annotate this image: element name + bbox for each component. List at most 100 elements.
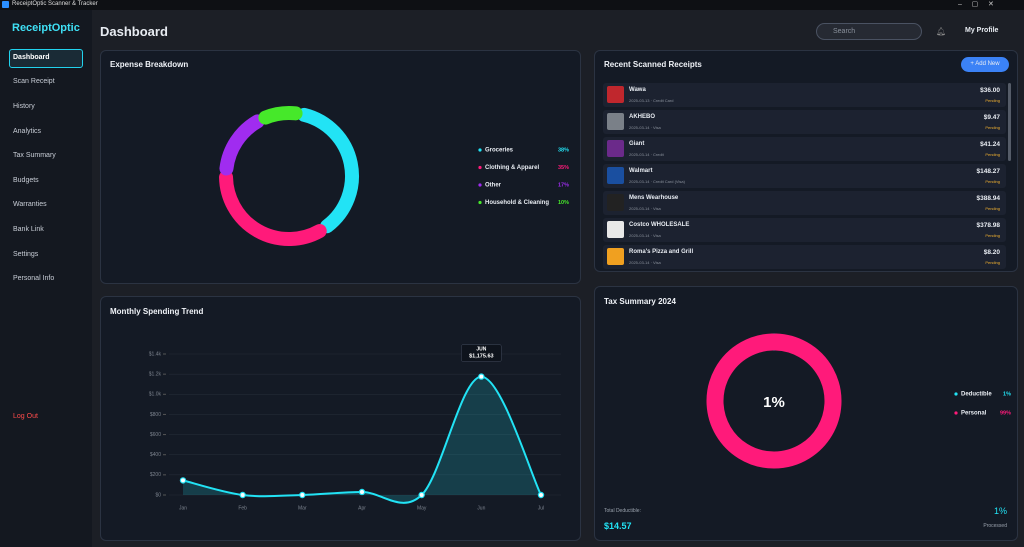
area	[183, 376, 541, 503]
receipt-details: 2025-03-14 · Visa	[629, 233, 661, 238]
line	[182, 375, 542, 504]
receipt-row[interactable]: Roma's Pizza and Grill 2025-03-14 · Visa $…	[603, 245, 1006, 269]
status: Pending	[985, 206, 1000, 211]
receipt-row[interactable]: Costco WHOLESALE 2025-03-14 · Visa $378.98…	[603, 218, 1006, 242]
donut-segment	[219, 114, 265, 176]
legend-dot	[478, 165, 482, 170]
store-logo	[607, 113, 624, 130]
receipts-card: Recent Scanned Receipts + Add New Wawa 20…	[594, 50, 1018, 272]
card-title: Recent Scanned Receipts	[604, 60, 702, 69]
legend-label: Personal	[961, 411, 987, 417]
store-logo	[607, 221, 624, 238]
profile[interactable]: My Profile	[965, 27, 999, 34]
trend-card: Monthly Spending Trend $0 $200 $400 $600 $80…	[100, 296, 581, 541]
receipt-row[interactable]: Walmart 2025-03-14 · Credit Card (Visa) $1…	[603, 164, 1006, 188]
status: Pending	[985, 260, 1000, 265]
status: Pending	[985, 125, 1000, 130]
amount: $8.20	[983, 249, 1000, 256]
amount: $9.47	[983, 114, 1000, 121]
legend-label: Groceries	[485, 148, 514, 154]
card-title: Monthly Spending Trend	[110, 307, 204, 316]
title-bar: ReceiptOptic Scanner & Tracker – ▢ ✕	[0, 0, 1024, 10]
point	[239, 491, 246, 499]
store-name: Walmart	[629, 168, 653, 174]
nav-item[interactable]: Analytics	[13, 128, 42, 135]
brand: ReceiptOptic	[12, 22, 80, 34]
store-logo	[607, 86, 624, 103]
receipt-row[interactable]: AKHEBO 2025-03-14 · Visa $9.47 Pending	[603, 110, 1006, 134]
y-tick-label: $200	[150, 472, 161, 478]
x-tick-label: Jul	[538, 505, 544, 511]
x-tick-label: May	[417, 505, 427, 511]
scrollbar[interactable]	[1008, 83, 1011, 161]
amount: $36.00	[980, 87, 1000, 94]
store-logo	[607, 140, 624, 157]
nav-active	[9, 49, 83, 68]
point	[418, 491, 425, 499]
nav-item[interactable]: Budgets	[13, 177, 39, 184]
receipt-list: Wawa 2025-03-13 · Credit Card $36.00 Pendin…	[603, 83, 1006, 271]
nav-item[interactable]: Scan Receipt	[13, 78, 55, 85]
legend-label: Household & Cleaning	[485, 200, 549, 206]
legend-value: 10%	[558, 200, 569, 206]
point	[179, 477, 187, 484]
search[interactable]: Search	[816, 23, 922, 40]
amount: $378.98	[976, 222, 1001, 229]
add-new-button[interactable]: + Add New	[961, 57, 1009, 72]
legend-value: 17%	[558, 182, 569, 188]
nav-item[interactable]: History	[13, 103, 35, 110]
card-title: Tax Summary 2024	[604, 297, 676, 306]
x-tick-label: Jan	[179, 505, 187, 511]
store-logo	[607, 167, 624, 184]
center-label: 1%	[763, 394, 785, 411]
receipt-row[interactable]: Wawa 2025-03-13 · Credit Card $36.00 Pendin…	[603, 83, 1006, 107]
amount: $148.27	[976, 168, 1001, 175]
amount: $388.94	[976, 195, 1001, 202]
store-name: Wawa	[629, 87, 646, 93]
legend-dot	[954, 392, 958, 396]
store-name: Giant	[629, 141, 645, 147]
legend-value: 35%	[558, 165, 569, 171]
x-tick-label: Apr	[358, 505, 366, 511]
sidebar: ReceiptOptic Log Out Dashboard Scan Recei…	[0, 10, 92, 547]
tax-chart: Deductible 1% Personal 99% 1%	[706, 333, 1011, 469]
store-name: AKHEBO	[629, 114, 656, 120]
receipt-row[interactable]: Giant 2025-03-14 · Credit $41.24 Pending	[603, 137, 1006, 161]
nav-item[interactable]: Personal Info	[13, 275, 55, 282]
tooltip-category: JUN	[476, 346, 486, 352]
receipt-details: 2025-03-14 · Visa	[629, 125, 661, 130]
nav-item[interactable]: Bank Link	[13, 226, 44, 233]
expense-card: Expense Breakdown Groceries 38% Clothing &…	[100, 50, 581, 284]
window-controls[interactable]: – ▢ ✕	[958, 1, 994, 8]
bell[interactable]: 🔔︎	[936, 27, 947, 36]
legend-value: 1%	[1003, 391, 1011, 397]
store-name: Roma's Pizza and Grill	[629, 249, 694, 255]
legend-label: Clothing & Apparel	[485, 165, 539, 171]
legend-value: 38%	[558, 147, 569, 153]
y-tick-label: $400	[150, 452, 161, 458]
nav-item[interactable]: Dashboard	[13, 54, 50, 61]
legend-dot	[478, 200, 482, 205]
donut-segment	[297, 107, 359, 234]
legend-dot	[478, 183, 482, 187]
nav-item[interactable]: Settings	[13, 251, 39, 258]
point	[299, 491, 306, 499]
legend-dot	[478, 148, 482, 152]
status: Pending	[985, 179, 1000, 184]
page-title: Dashboard	[100, 24, 168, 39]
nav-item[interactable]: Warranties	[13, 201, 47, 208]
point	[537, 491, 545, 499]
x-tick-label: Feb	[238, 505, 247, 511]
donut-segment	[258, 106, 303, 125]
y-tick-label: $1.4k	[149, 351, 162, 357]
total-label: Total Deductible:	[604, 508, 641, 514]
receipt-row[interactable]: Mens Wearhouse 2025-03-14 · Visa $388.94 Pe…	[603, 191, 1006, 215]
logout[interactable]: Log Out	[13, 413, 38, 420]
amount: $41.24	[980, 141, 1000, 148]
tooltip	[461, 344, 502, 362]
processed-value: 1%	[993, 506, 1007, 516]
trend-chart: $0 $200 $400 $600 $800 $1.0k $1.2k $1.4k Jan Feb M…	[149, 344, 561, 511]
nav-item[interactable]: Tax Summary	[13, 152, 56, 159]
x-tick-label: Mar	[298, 505, 307, 511]
